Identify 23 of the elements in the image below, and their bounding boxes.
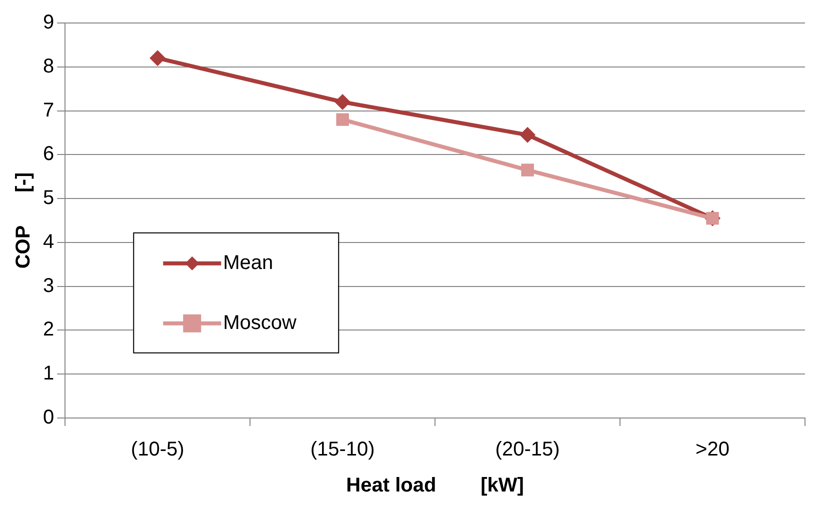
x-tick-label: (15-10): [310, 438, 375, 461]
y-tick-label: 9: [43, 12, 54, 34]
y-tick-label: 4: [43, 230, 54, 253]
y-tick-label: 2: [43, 318, 54, 341]
x-tick-label: >20: [696, 438, 730, 461]
point: [521, 164, 534, 176]
legend-label: Moscow: [223, 312, 298, 334]
x-axis-title: Heat load [kW]: [346, 474, 524, 497]
point: [150, 50, 166, 66]
point: [334, 94, 351, 110]
y-tick-label: 7: [43, 99, 54, 122]
x-tick-label: (10-5): [130, 438, 184, 461]
y-axis-title: COP [-]: [12, 172, 35, 269]
y-tick-label: 3: [43, 274, 54, 297]
point: [520, 126, 536, 143]
x-tick-label: (20-15): [495, 438, 560, 461]
y-tick-label: 0: [43, 406, 54, 429]
point: [336, 113, 349, 126]
y-tick-label: 1: [43, 362, 54, 385]
legend-label: Mean: [223, 252, 274, 274]
y-tick-label: 8: [43, 55, 54, 78]
y-tick-label: 5: [43, 187, 54, 210]
y-tick-label: 6: [43, 143, 54, 166]
